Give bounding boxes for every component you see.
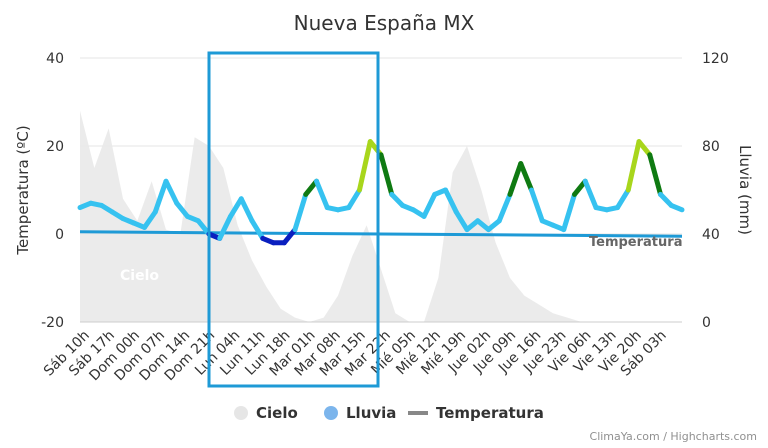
legend: Cielo Lluvia Temperatura	[234, 404, 544, 422]
temperature-segment	[625, 139, 642, 193]
temperature-segment	[152, 178, 169, 215]
temperature-segment	[228, 196, 244, 219]
temperature-segment	[238, 196, 255, 224]
temperature-segment	[421, 191, 438, 219]
y-left-tick-label: 40	[46, 51, 64, 67]
highlight-box	[207, 51, 380, 388]
temperature-segment	[582, 178, 599, 211]
cielo-area-label: Cielo	[120, 268, 159, 284]
temperature-segment	[496, 191, 513, 224]
temperature-segment	[668, 202, 685, 213]
temperature-segment	[561, 191, 577, 233]
y-left-tick-label: 20	[46, 139, 64, 155]
y-axis-left: 40 20 0 -20	[41, 51, 64, 331]
legend-temperatura-label[interactable]: Temperatura	[436, 404, 544, 422]
temperature-segment	[647, 152, 663, 197]
temperature-segment	[314, 178, 330, 211]
legend-temperatura-marker[interactable]	[408, 411, 428, 415]
temperature-segment	[443, 187, 459, 215]
temperature-segment	[615, 187, 631, 211]
lluvia-series-line	[79, 230, 683, 238]
legend-cielo-label[interactable]: Cielo	[256, 404, 298, 422]
y-left-tick-label: 0	[55, 227, 64, 243]
y-axis-right-title: Lluvia (mm)	[736, 145, 754, 235]
temperature-segment	[142, 209, 158, 230]
chart-title: Nueva España MX	[294, 11, 475, 35]
y-right-tick-label: 40	[702, 227, 720, 243]
y-left-tick-label: -20	[41, 315, 64, 331]
y-axis-right: 120 80 40 0	[702, 51, 729, 331]
y-right-tick-label: 0	[702, 315, 711, 331]
y-right-tick-label: 120	[702, 51, 729, 67]
lluvia-line	[79, 230, 683, 238]
legend-cielo-marker[interactable]	[234, 406, 248, 420]
temperature-segment	[195, 218, 212, 237]
cielo-area	[80, 110, 682, 322]
temperature-segment	[389, 191, 405, 208]
temperature-segment	[507, 161, 524, 197]
temperature-segment	[658, 191, 674, 208]
temperature-line	[77, 139, 685, 246]
temperature-segment	[249, 218, 266, 241]
temperature-segment	[281, 227, 298, 246]
temperature-segment	[357, 139, 373, 193]
temperature-segment	[453, 209, 470, 233]
legend-lluvia-marker[interactable]	[324, 406, 338, 420]
temperature-segment	[518, 161, 534, 193]
temperature-segment	[217, 213, 233, 241]
temperature-segment	[636, 139, 653, 158]
y-right-tick-label: 80	[702, 139, 720, 155]
temperature-segment	[378, 152, 395, 197]
temperature-line-label: Temperatura	[589, 235, 682, 250]
legend-lluvia-label[interactable]: Lluvia	[346, 404, 396, 422]
y-axis-left-title: Temperatura (ºC)	[14, 125, 32, 255]
temperature-segment	[163, 178, 180, 206]
cielo-area-shape	[80, 110, 682, 322]
temperature-segment	[346, 187, 362, 211]
temperature-segment	[529, 187, 545, 224]
temperature-segment	[292, 191, 309, 233]
credits[interactable]: ClimaYa.com / Highcharts.com	[590, 430, 757, 443]
temperature-segment	[174, 200, 190, 219]
